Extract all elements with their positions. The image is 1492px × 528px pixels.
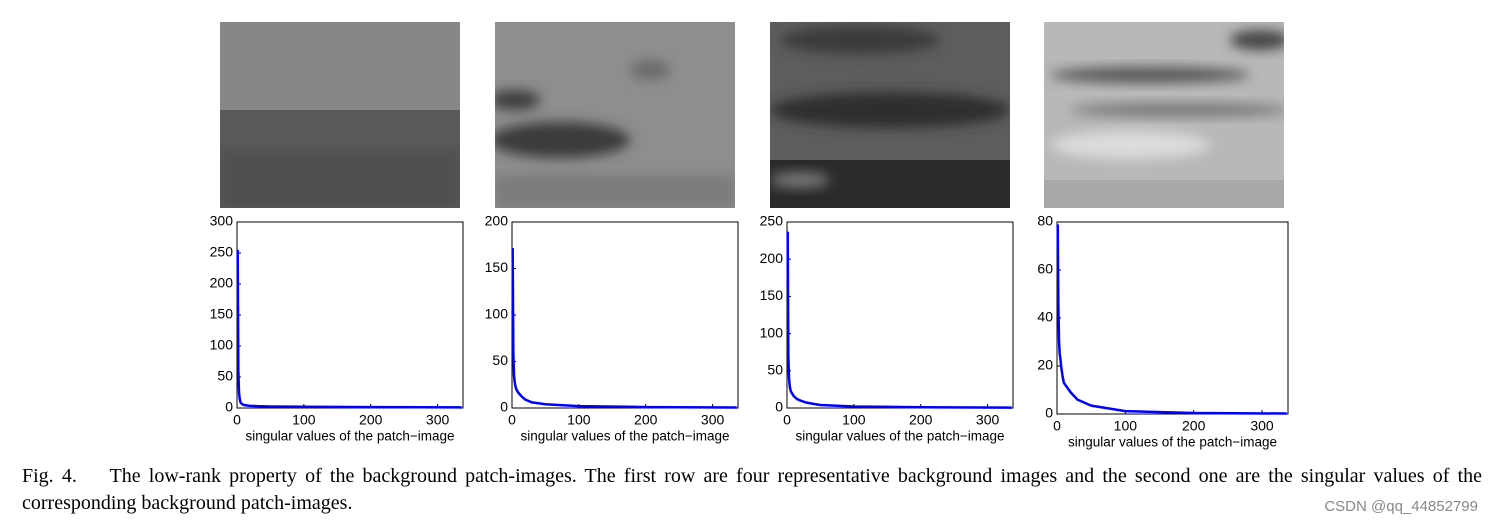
x-tick-label: 100	[1114, 418, 1138, 434]
data-line	[786, 231, 1012, 409]
y-tick-label: 0	[225, 399, 233, 415]
y-tick-label: 0	[500, 399, 508, 415]
y-tick-label: 200	[210, 275, 234, 291]
y-tick-label: 50	[217, 368, 233, 384]
data-line	[1056, 224, 1287, 415]
x-tick-label: 0	[508, 412, 516, 428]
x-tick-label: 0	[783, 412, 791, 428]
x-tick-label: 300	[426, 412, 450, 428]
y-tick-label: 100	[210, 337, 234, 353]
data-line	[236, 249, 462, 409]
x-tick-label: 200	[909, 412, 933, 428]
y-tick-label: 250	[760, 213, 784, 229]
x-tick-label: 200	[634, 412, 658, 428]
x-tick-label: 300	[1250, 418, 1274, 434]
y-tick-label: 20	[1037, 357, 1053, 373]
x-axis-label: singular values of the patch−image	[1068, 435, 1277, 450]
x-tick-label: 100	[292, 412, 316, 428]
x-axis-label: singular values of the patch−image	[245, 429, 454, 444]
x-axis-label: singular values of the patch−image	[795, 429, 1004, 444]
plot-frame	[786, 221, 1014, 409]
caption-text: The low-rank property of the background …	[22, 465, 1482, 514]
y-tick-label: 150	[485, 259, 509, 275]
plot-frame	[511, 221, 739, 409]
x-tick-label: 300	[701, 412, 725, 428]
x-tick-label: 200	[359, 412, 383, 428]
data-line	[511, 248, 737, 409]
x-tick-label: 100	[567, 412, 591, 428]
plot-frame	[1056, 221, 1289, 415]
photo	[1044, 22, 1284, 208]
y-tick-label: 300	[210, 213, 234, 229]
x-tick-label: 0	[1053, 418, 1061, 434]
y-tick-label: 60	[1037, 261, 1053, 277]
y-tick-label: 100	[760, 324, 784, 340]
y-tick-label: 40	[1037, 309, 1053, 325]
watermark: CSDN @qq_44852799	[1324, 498, 1478, 515]
y-tick-label: 80	[1037, 213, 1053, 229]
caption: Fig. 4. The low-rank property of the bac…	[22, 463, 1482, 517]
x-tick-label: 300	[976, 412, 1000, 428]
y-tick-label: 0	[1045, 405, 1053, 421]
y-tick-label: 50	[767, 362, 783, 378]
photo	[220, 22, 460, 208]
x-tick-label: 100	[842, 412, 866, 428]
y-tick-label: 0	[775, 399, 783, 415]
plot-frame	[236, 221, 464, 409]
y-tick-label: 100	[485, 306, 509, 322]
photo	[495, 22, 735, 208]
photo	[770, 22, 1010, 208]
y-tick-label: 50	[492, 352, 508, 368]
y-tick-label: 200	[485, 213, 509, 229]
x-tick-label: 200	[1182, 418, 1206, 434]
y-tick-label: 200	[760, 250, 784, 266]
y-tick-label: 150	[210, 306, 234, 322]
y-tick-label: 150	[760, 287, 784, 303]
caption-label: Fig. 4.	[22, 465, 77, 487]
y-tick-label: 250	[210, 244, 234, 260]
x-axis-label: singular values of the patch−image	[520, 429, 729, 444]
x-tick-label: 0	[233, 412, 241, 428]
